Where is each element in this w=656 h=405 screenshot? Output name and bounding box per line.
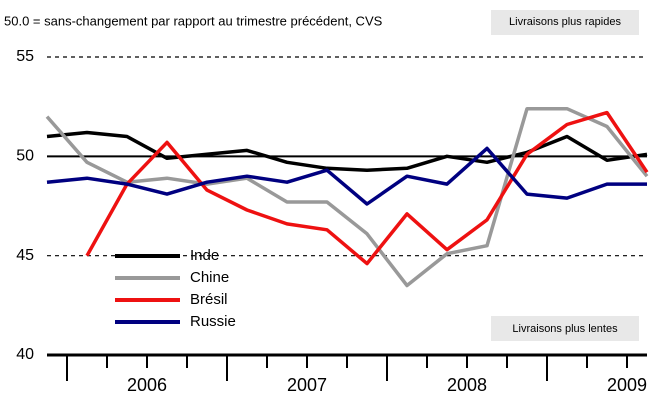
annotation-box — [491, 10, 639, 35]
legend-label: Brésil — [190, 291, 228, 308]
series-line — [85, 110, 649, 266]
legend-label: Russie — [190, 313, 236, 330]
x-tick-label: 2006 — [127, 375, 167, 395]
x-tick-label: 2009 — [607, 375, 647, 395]
y-tick-label: 40 — [16, 346, 34, 363]
x-tick-label: 2007 — [287, 375, 327, 395]
y-tick-label: 50 — [16, 148, 34, 165]
series-line — [46, 130, 648, 172]
y-tick-label: 45 — [16, 247, 34, 264]
legend-label: Chine — [190, 269, 229, 286]
annotation: Livraisons plus rapides — [509, 16, 621, 28]
y-tick-label: 55 — [16, 48, 34, 65]
series-line — [46, 146, 647, 206]
legend-label: Inde — [190, 247, 219, 264]
annotation: Livraisons plus lentes — [512, 323, 618, 335]
series-line — [45, 106, 649, 288]
chart-subtitle: 50.0 = sans-changement par rapport au tr… — [4, 13, 383, 28]
annotation-box — [491, 316, 639, 341]
x-tick-label: 2008 — [447, 375, 487, 395]
